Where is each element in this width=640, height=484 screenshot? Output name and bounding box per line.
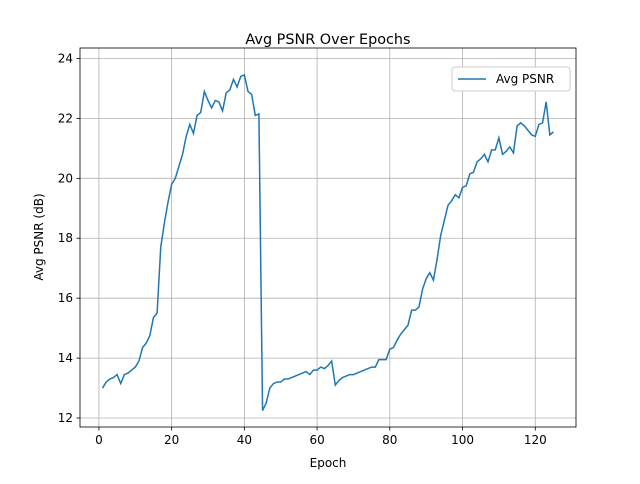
y-axis-label: Avg PSNR (dB) — [32, 193, 46, 280]
x-tick-label: 20 — [164, 433, 179, 447]
y-tick-label: 24 — [58, 51, 73, 65]
chart-title: Avg PSNR Over Epochs — [245, 32, 410, 48]
legend-label: Avg PSNR — [496, 72, 554, 86]
y-tick-label: 18 — [58, 231, 73, 245]
x-tick-label: 0 — [95, 433, 103, 447]
x-tick-label: 40 — [237, 433, 252, 447]
x-tick-label: 80 — [382, 433, 397, 447]
y-tick-label: 16 — [58, 291, 73, 305]
data-line — [101, 73, 554, 411]
y-tick-label: 12 — [58, 411, 73, 425]
x-tick-label: 100 — [451, 433, 474, 447]
x-axis-label: Epoch — [310, 456, 347, 470]
axes-frame — [79, 47, 577, 428]
y-tick-label: 22 — [58, 111, 73, 125]
legend-box — [451, 66, 571, 92]
x-tick-label: 60 — [309, 433, 324, 447]
y-tick-label: 14 — [58, 351, 73, 365]
y-tick-label: 20 — [58, 171, 73, 185]
x-tick-label: 120 — [524, 433, 547, 447]
